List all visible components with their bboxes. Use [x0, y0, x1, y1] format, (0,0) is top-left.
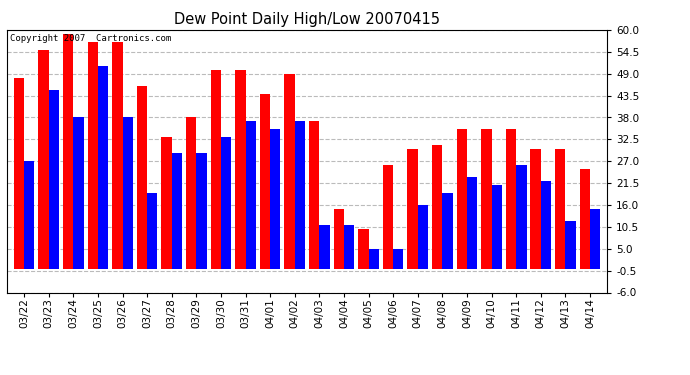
Bar	[491, 185, 502, 268]
Bar	[344, 225, 354, 268]
Bar	[417, 205, 428, 268]
Bar	[516, 165, 526, 268]
Bar	[368, 249, 379, 268]
Bar	[334, 209, 344, 268]
Bar	[467, 177, 477, 268]
Bar	[24, 161, 34, 268]
Text: Copyright 2007  Cartronics.com: Copyright 2007 Cartronics.com	[10, 34, 171, 43]
Title: Dew Point Daily High/Low 20070415: Dew Point Daily High/Low 20070415	[174, 12, 440, 27]
Bar	[235, 70, 246, 268]
Bar	[73, 117, 83, 268]
Bar	[531, 149, 541, 268]
Bar	[506, 129, 516, 268]
Bar	[358, 229, 368, 268]
Bar	[565, 221, 575, 268]
Bar	[49, 90, 59, 268]
Bar	[98, 66, 108, 268]
Bar	[541, 181, 551, 268]
Bar	[590, 209, 600, 268]
Bar	[383, 165, 393, 268]
Bar	[137, 86, 147, 268]
Bar	[407, 149, 417, 268]
Bar	[63, 34, 73, 268]
Bar	[210, 70, 221, 268]
Bar	[197, 153, 207, 268]
Bar	[555, 149, 565, 268]
Bar	[88, 42, 98, 268]
Bar	[270, 129, 280, 268]
Bar	[221, 137, 231, 268]
Bar	[112, 42, 123, 268]
Bar	[284, 74, 295, 268]
Bar	[319, 225, 330, 268]
Bar	[432, 146, 442, 268]
Bar	[161, 137, 172, 268]
Bar	[442, 193, 453, 268]
Bar	[186, 117, 197, 268]
Bar	[457, 129, 467, 268]
Bar	[295, 122, 305, 268]
Bar	[260, 94, 270, 268]
Bar	[246, 122, 256, 268]
Bar	[172, 153, 182, 268]
Bar	[309, 122, 319, 268]
Bar	[580, 169, 590, 268]
Bar	[147, 193, 157, 268]
Bar	[481, 129, 491, 268]
Bar	[123, 117, 133, 268]
Bar	[14, 78, 24, 268]
Bar	[39, 50, 49, 268]
Bar	[393, 249, 404, 268]
